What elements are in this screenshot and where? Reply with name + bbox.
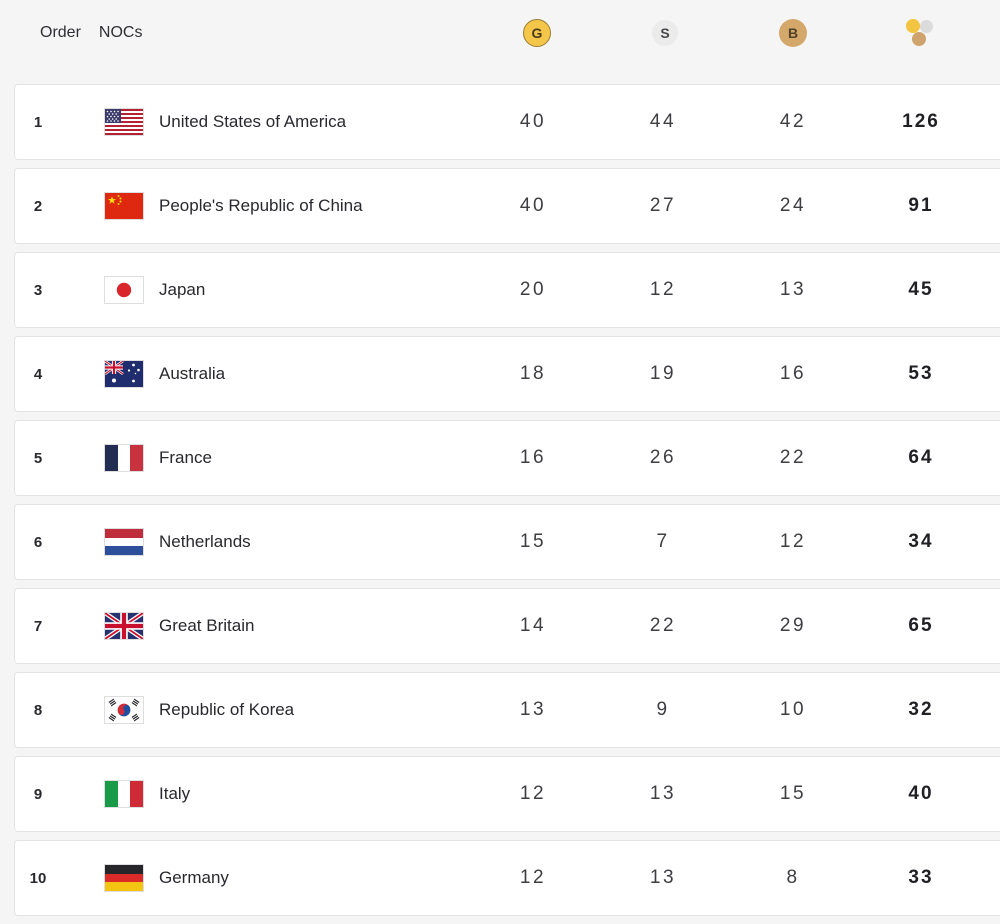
kr-flag-icon [104,696,144,724]
silver-count: 26 [649,447,677,468]
silver-count: 12 [649,279,677,300]
gold-count: 13 [519,699,547,720]
bronze-count: 15 [779,783,807,804]
total-count: 32 [908,699,934,720]
gold-count: 20 [519,279,547,300]
rank-number: 7 [33,617,43,635]
medal-table-row[interactable]: 4 Australia 18 19 16 53 [14,336,1000,412]
jp-flag-icon [104,276,144,304]
country-name: Republic of Korea [159,700,295,719]
silver-count: 13 [649,783,677,804]
gold-count: 15 [519,531,547,552]
bronze-count: 12 [779,531,807,552]
gold-count: 16 [519,447,547,468]
country-name: People's Republic of China [159,196,363,215]
country-name: France [159,448,212,467]
bronze-count: 42 [779,111,807,132]
medal-table-row[interactable]: 10 Germany 12 13 8 33 [14,840,1000,916]
country-name: Germany [159,868,229,887]
silver-count: 7 [656,531,670,552]
total-count: 34 [908,531,934,552]
medal-table-row[interactable]: 6 Netherlands 15 7 12 34 [14,504,1000,580]
total-medals-icon [906,19,936,47]
silver-count: 19 [649,363,677,384]
bronze-count: 22 [779,447,807,468]
gold-column-header: G [473,19,601,47]
de-flag-icon [104,864,144,892]
total-count: 126 [902,111,940,132]
medal-table-row[interactable]: 3 Japan 20 12 13 45 [14,252,1000,328]
medal-table-row[interactable]: 7 Great Britain 14 22 29 65 [14,588,1000,664]
silver-column-header: S [601,20,729,46]
country-name: Australia [159,364,226,383]
total-column-header [857,19,985,47]
bronze-count: 13 [779,279,807,300]
silver-count: 27 [649,195,677,216]
au-flag-icon [104,360,144,388]
it-flag-icon [104,780,144,808]
bronze-count: 10 [779,699,807,720]
total-count: 64 [908,447,934,468]
bronze-count: 8 [786,867,800,888]
gold-dot-icon [906,19,920,33]
silver-count: 13 [649,867,677,888]
gb-flag-icon [104,612,144,640]
total-count: 65 [908,615,934,636]
country-name: Netherlands [159,532,251,551]
rank-number: 1 [33,113,43,131]
nocs-column-label: NOCs [98,24,143,41]
gold-count: 40 [519,195,547,216]
gold-count: 18 [519,363,547,384]
gold-medal-icon: G [523,19,551,47]
country-name: United States of America [159,112,347,131]
rank-number: 3 [33,281,43,299]
bronze-dot-icon [912,32,926,46]
rank-number: 2 [33,197,43,215]
bronze-column-header: B [729,19,857,47]
bronze-count: 29 [779,615,807,636]
total-count: 33 [908,867,934,888]
rank-number: 10 [29,869,47,887]
gold-count: 14 [519,615,547,636]
silver-dot-icon [920,20,933,33]
medal-table: 1 United States of America 40 44 42 126 … [0,84,1000,924]
total-count: 40 [908,783,934,804]
bronze-count: 24 [779,195,807,216]
gold-count: 12 [519,783,547,804]
total-count: 91 [908,195,934,216]
us-flag-icon [104,108,144,136]
rank-number: 6 [33,533,43,551]
medal-table-header: Order NOCs G S B [0,0,1000,66]
rank-number: 5 [33,449,43,467]
cn-flag-icon [104,192,144,220]
medal-table-row[interactable]: 8 Republic of Korea 13 9 10 32 [14,672,1000,748]
nl-flag-icon [104,528,144,556]
order-column-label: Order [40,24,81,41]
gold-count: 40 [519,111,547,132]
medal-table-row[interactable]: 5 France 16 26 22 64 [14,420,1000,496]
medal-table-row[interactable]: 1 United States of America 40 44 42 126 [14,84,1000,160]
gold-count: 12 [519,867,547,888]
rank-number: 8 [33,701,43,719]
bronze-medal-icon: B [779,19,807,47]
silver-count: 9 [656,699,670,720]
medal-table-row[interactable]: 9 Italy 12 13 15 40 [14,756,1000,832]
country-name: Japan [159,280,206,299]
silver-count: 22 [649,615,677,636]
silver-count: 44 [649,111,677,132]
rank-number: 9 [33,785,43,803]
silver-medal-icon: S [652,20,678,46]
total-count: 53 [908,363,934,384]
total-count: 45 [908,279,934,300]
country-name: Italy [159,784,191,803]
medal-table-row[interactable]: 2 People's Republic of China 40 27 24 91 [14,168,1000,244]
fr-flag-icon [104,444,144,472]
rank-number: 4 [33,365,43,383]
bronze-count: 16 [779,363,807,384]
country-name: Great Britain [159,616,255,635]
